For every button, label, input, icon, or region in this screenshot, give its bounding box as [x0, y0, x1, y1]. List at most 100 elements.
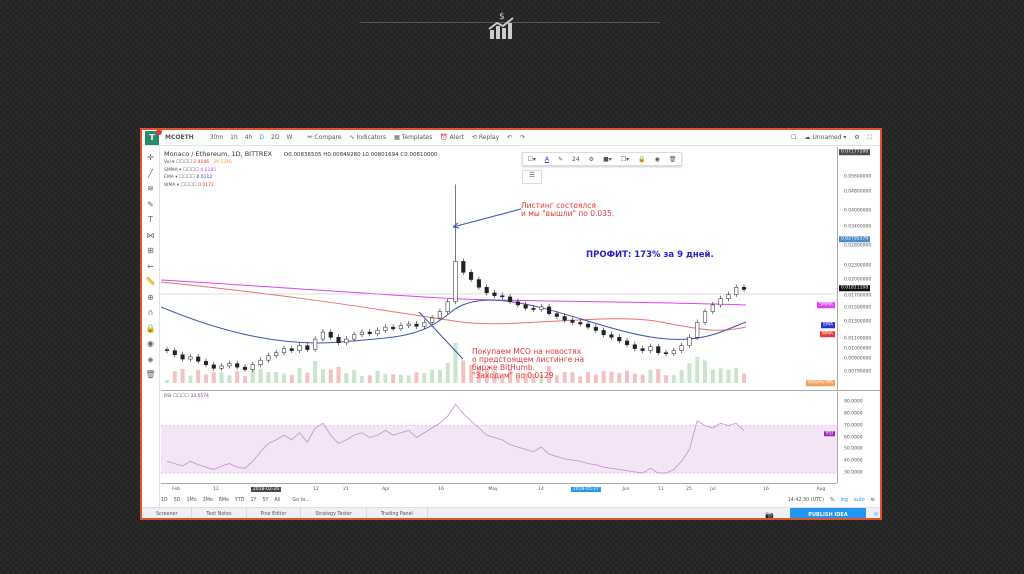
entry-note-line: бирже BitHumb. [472, 363, 536, 372]
interval-4h[interactable]: 4h [244, 134, 253, 141]
range-1y[interactable]: 1Y [250, 497, 257, 503]
ruler-icon[interactable]: 📏 [145, 277, 156, 286]
range-all[interactable]: All [274, 497, 281, 503]
indicator-legend-smma[interactable]: SMMA ▾ ☐☐☐☐ 0.0185 [164, 167, 438, 175]
time-axis[interactable]: Feb 12 2018-02-26 12 21 Apr 16 May 14 2018-05-27 J… [161, 483, 837, 494]
tab-strategy-tester[interactable]: Strategy Tester [301, 508, 367, 518]
snapshot-camera-icon[interactable]: 📷 [765, 511, 774, 519]
chat-icon[interactable]: ◎ [873, 512, 878, 517]
interval-1h[interactable]: 1h [230, 134, 238, 141]
object-tree-icon[interactable]: ☰ [522, 170, 542, 184]
percent-toggle[interactable]: % [830, 497, 835, 503]
tab-screener[interactable]: Screener [142, 508, 193, 518]
layers-icon[interactable]: ◈ [147, 354, 154, 364]
lock-icon[interactable]: 🔒 [638, 155, 646, 163]
tab-trading-panel[interactable]: Trading Panel [367, 508, 428, 518]
volume-bar [320, 369, 325, 383]
range-1d[interactable]: 1D [161, 497, 168, 503]
alert-button[interactable]: ⏰ Alert [440, 134, 464, 141]
fullscreen-icon[interactable]: ⛶ [867, 133, 872, 141]
range-1mo[interactable]: 1Mo [186, 497, 197, 503]
candle [554, 313, 559, 317]
text-icon[interactable]: T [148, 215, 153, 224]
settings-icon[interactable]: ⚙ [588, 155, 595, 163]
axis-settings-icon[interactable]: ⚙ [870, 497, 875, 503]
exit-annotation[interactable]: Листинг состоялся и мы "вышли" по 0.035. [521, 202, 614, 218]
compare-button[interactable]: ⚯ Compare [307, 134, 342, 141]
candle [250, 364, 255, 370]
prediction-icon[interactable]: ⊞ [147, 246, 154, 255]
fill-icon[interactable]: ■▾ [603, 155, 612, 163]
profit-annotation[interactable]: ПРОФИТ: 173% за 9 дней. [586, 250, 714, 260]
entry-annotation[interactable]: Покупаем МСО на новостях о предстоящем л… [472, 348, 584, 380]
delete-icon[interactable]: 🗑 [668, 155, 677, 163]
publish-idea-button[interactable]: PUBLISH IDEA [790, 508, 866, 518]
range-5y[interactable]: 5Y [262, 497, 269, 503]
interval-list: 30m 1h 4h D 2D W [210, 134, 300, 141]
volume-bar [617, 373, 622, 383]
magnet-icon[interactable]: ∩ [147, 308, 154, 317]
redo-icon[interactable]: ↷ [520, 134, 526, 141]
arrow-left-icon[interactable]: ← [147, 261, 154, 271]
range-3mo[interactable]: 3Mo [202, 497, 213, 503]
candle [671, 350, 676, 354]
symbol-button[interactable]: MCOETH [165, 134, 194, 141]
volume-bar [227, 375, 232, 383]
lock-icon[interactable]: 🔒 [145, 323, 156, 333]
log-toggle[interactable]: log [840, 497, 848, 503]
interval-D[interactable]: D [259, 134, 265, 141]
interval-W[interactable]: W [286, 134, 293, 141]
range-6mo[interactable]: 6Mo [218, 497, 229, 503]
goto-button[interactable]: Go to... [292, 497, 310, 503]
line-color-icon[interactable]: ✎ [558, 155, 564, 163]
candle [601, 330, 606, 335]
indicator-legend-vol[interactable]: Vol ▾ ☐☐☐☐ 2.4546 39.5246 [164, 159, 438, 167]
drawing-tools-sidebar: ✛ ╱ ≋ ✎ T ⋈ ⊞ ← 📏 ⊕ ∩ 🔒 ◉ ◈ 🗑 [142, 147, 160, 507]
settings-gear-icon[interactable]: ⚙ [854, 134, 860, 141]
templates-button[interactable]: ▦ Templates [394, 134, 433, 141]
brush-icon[interactable]: ✎ [147, 199, 154, 209]
range-ytd[interactable]: YTD [234, 497, 245, 503]
rsi-value: 33.5574 [190, 394, 209, 399]
shape-icon[interactable]: ☐▾ [527, 155, 536, 163]
range-5d[interactable]: 5D [173, 497, 181, 503]
replay-button[interactable]: ⟲ Replay [471, 134, 500, 141]
price-tick: 0.01500000 [844, 305, 872, 311]
tradingview-logo[interactable]: T [145, 130, 162, 145]
price-axis[interactable]: 0.05600000 0.04800000 0.04000000 0.03400000… [805, 147, 880, 390]
trash-icon[interactable]: 🗑 [145, 370, 156, 379]
volume-bar [203, 374, 208, 383]
clone-icon[interactable]: ❐▾ [620, 155, 630, 163]
pattern-icon[interactable]: ⋈ [146, 230, 155, 240]
interval-2D[interactable]: 2D [271, 134, 280, 141]
interval-30m[interactable]: 30m [209, 134, 224, 141]
trendline-icon[interactable]: ╱ [148, 168, 153, 178]
indicator-legend-wma[interactable]: WMA ▾ ☐☐☐☐ 0.0172 [164, 182, 438, 190]
price-chart-pane[interactable] [161, 147, 837, 390]
rsi-axis[interactable]: 90.0000 80.0000 70.0000 60.0000 50.0000 40.00… [823, 392, 880, 483]
volume-bar [687, 363, 692, 383]
fib-icon[interactable]: ≋ [147, 184, 154, 193]
volume-bar [601, 371, 606, 383]
eye-icon[interactable]: ◉ [147, 339, 154, 348]
crosshair-icon[interactable]: ✛ [147, 153, 154, 162]
layout-button[interactable]: ☁ Unnamed ▾ [804, 134, 847, 141]
tab-pine-editor[interactable]: Pine Editor [247, 508, 302, 518]
fullscreen-box-icon[interactable]: ☐ [791, 134, 797, 141]
indicators-button[interactable]: ∿ Indicators [349, 134, 387, 141]
auto-toggle[interactable]: auto [853, 497, 865, 503]
time-label: Apr [382, 487, 390, 492]
indicator-value: 0.0185 [200, 167, 217, 173]
exit-note-line: и мы "вышли" по 0.035. [521, 209, 615, 218]
bottom-panel-tabs: Screener Text Notes Pine Editor Strategy Te… [142, 507, 880, 519]
candle [437, 311, 442, 319]
pane-separator[interactable] [161, 390, 880, 391]
undo-icon[interactable]: ↶ [507, 134, 513, 141]
visibility-icon[interactable]: ◉ [654, 155, 660, 163]
zoom-in-icon[interactable]: ⊕ [147, 292, 154, 302]
tab-text-notes[interactable]: Text Notes [192, 508, 247, 518]
rsi-pane[interactable] [161, 392, 837, 483]
indicator-legend-ema[interactable]: EMA ▾ ☐☐☐☐ 0.0112 [164, 174, 438, 182]
font-size-select[interactable]: 24 [572, 155, 580, 163]
text-color-icon[interactable]: A [544, 155, 549, 163]
